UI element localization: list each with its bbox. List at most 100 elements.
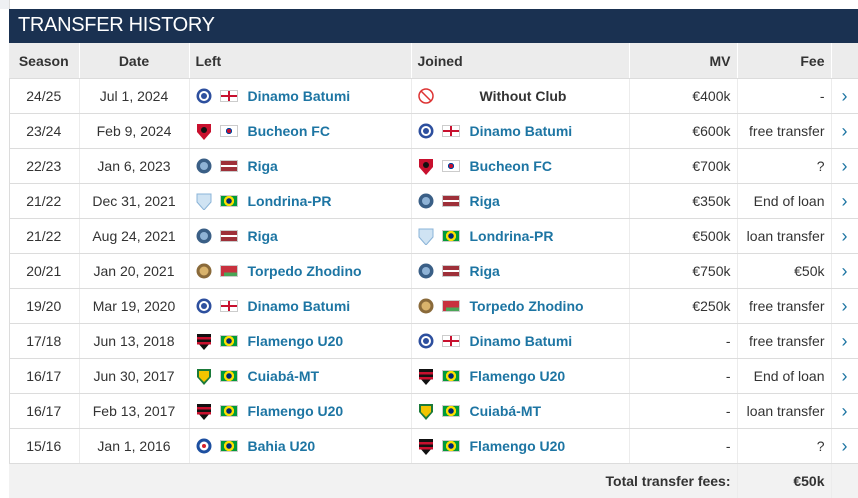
table-row[interactable]: 21/22 Aug 24, 2021 Riga Londrina-PR €500k loa…	[9, 218, 858, 254]
left-club-name[interactable]: Londrina-PR	[247, 193, 332, 209]
table-row[interactable]: 19/20 Mar 19, 2020 Dinamo Batumi Torpedo Zh…	[9, 288, 858, 324]
season-cell: 17/18	[9, 323, 80, 359]
joined-club: Cuiabá-MT	[418, 402, 623, 420]
left-club-name[interactable]: Cuiabá-MT	[247, 368, 320, 384]
joined-club-name[interactable]: Londrina-PR	[469, 228, 554, 244]
col-actions	[831, 43, 858, 79]
flamengo-crest-icon[interactable]	[418, 367, 434, 385]
table-row[interactable]: 17/18 Jun 13, 2018 Flamengo U20 Dinamo Batu…	[9, 323, 858, 359]
joined-club: Bucheon FC	[418, 157, 623, 175]
fee-cell: free transfer	[737, 113, 832, 149]
table-row[interactable]: 24/25 Jul 1, 2024 Dinamo Batumi Without Clu…	[9, 78, 858, 114]
left-club: Bahia U20	[196, 437, 405, 455]
londrina-crest-icon[interactable]	[196, 192, 212, 211]
chevron-right-icon[interactable]: ›	[831, 323, 858, 359]
left-club-name[interactable]: Bucheon FC	[247, 123, 330, 139]
left-club-cell: Riga	[189, 218, 412, 254]
joined-club-name[interactable]: Riga	[469, 193, 500, 209]
joined-club-name[interactable]: Cuiabá-MT	[469, 403, 542, 419]
season-cell: 16/17	[9, 393, 80, 429]
chevron-right-icon[interactable]: ›	[831, 218, 858, 254]
chevron-right-icon[interactable]: ›	[831, 148, 858, 184]
joined-club-name[interactable]: Riga	[469, 263, 500, 279]
chevron-right-icon[interactable]: ›	[831, 393, 858, 429]
brazil-flag-icon	[219, 370, 238, 382]
date-cell: Dec 31, 2021	[79, 183, 190, 219]
table-row[interactable]: 16/17 Feb 13, 2017 Flamengo U20 Cuiabá-MT - l…	[9, 393, 858, 429]
joined-club-cell: Dinamo Batumi	[411, 323, 630, 359]
flamengo-crest-icon[interactable]	[196, 332, 212, 350]
left-club: Londrina-PR	[196, 192, 405, 211]
left-club-name[interactable]: Dinamo Batumi	[247, 298, 351, 314]
latvia-flag-icon	[219, 230, 238, 242]
cuiaba-crest-icon[interactable]	[196, 367, 212, 385]
left-club-name[interactable]: Flamengo U20	[247, 403, 344, 419]
dinamo-crest-icon[interactable]	[196, 87, 212, 105]
left-club-cell: Cuiabá-MT	[189, 358, 412, 394]
left-club-name[interactable]: Riga	[247, 228, 278, 244]
dinamo-crest-icon[interactable]	[418, 332, 434, 350]
left-club-name[interactable]: Riga	[247, 158, 278, 174]
bahia-crest-icon[interactable]	[196, 437, 212, 455]
col-joined[interactable]: Joined	[411, 43, 630, 79]
col-date[interactable]: Date	[79, 43, 190, 79]
brazil-flag-icon	[441, 230, 460, 242]
torpedo-crest-icon[interactable]	[418, 297, 434, 315]
riga-crest-icon[interactable]	[196, 227, 212, 245]
chevron-right-icon[interactable]: ›	[831, 358, 858, 394]
left-club-name[interactable]: Bahia U20	[247, 438, 316, 454]
chevron-right-icon[interactable]: ›	[831, 183, 858, 219]
londrina-crest-icon[interactable]	[418, 227, 434, 246]
latvia-flag-icon	[219, 160, 238, 172]
market-value-cell: -	[629, 428, 738, 464]
joined-club-name[interactable]: Bucheon FC	[469, 158, 552, 174]
joined-club-name[interactable]: Dinamo Batumi	[469, 123, 573, 139]
chevron-right-icon[interactable]: ›	[831, 253, 858, 289]
bucheon-crest-icon[interactable]	[418, 157, 434, 175]
riga-crest-icon[interactable]	[196, 157, 212, 175]
date-cell: Aug 24, 2021	[79, 218, 190, 254]
flamengo-crest-icon[interactable]	[196, 402, 212, 420]
table-row[interactable]: 22/23 Jan 6, 2023 Riga Bucheon FC €700k? ›	[9, 148, 858, 184]
flamengo-crest-icon[interactable]	[418, 437, 434, 455]
dinamo-crest-icon[interactable]	[196, 297, 212, 315]
joined-club-name[interactable]: Flamengo U20	[469, 438, 566, 454]
torpedo-crest-icon[interactable]	[196, 262, 212, 280]
joined-club: Riga	[418, 192, 623, 210]
left-club-name[interactable]: Torpedo Zhodino	[247, 263, 362, 279]
chevron-right-icon[interactable]: ›	[831, 113, 858, 149]
left-club-cell: Torpedo Zhodino	[189, 253, 412, 289]
joined-club-name[interactable]: Torpedo Zhodino	[469, 298, 584, 314]
chevron-right-icon[interactable]: ›	[831, 288, 858, 324]
joined-club: Flamengo U20	[418, 367, 623, 385]
left-club-name[interactable]: Dinamo Batumi	[247, 88, 351, 104]
table-row[interactable]: 23/24 Feb 9, 2024 Bucheon FC Dinamo Batumi €…	[9, 113, 858, 149]
riga-crest-icon[interactable]	[418, 262, 434, 280]
season-cell: 16/17	[9, 358, 80, 394]
latvia-flag-icon	[441, 265, 460, 277]
col-mv[interactable]: MV	[629, 43, 738, 79]
col-fee[interactable]: Fee	[737, 43, 832, 79]
left-club-name[interactable]: Flamengo U20	[247, 333, 344, 349]
dinamo-crest-icon[interactable]	[418, 122, 434, 140]
table-row[interactable]: 16/17 Jun 30, 2017 Cuiabá-MT Flamengo U20 - E…	[9, 358, 858, 394]
market-value-cell: €250k	[629, 288, 738, 324]
riga-crest-icon[interactable]	[418, 192, 434, 210]
table-row[interactable]: 20/21 Jan 20, 2021 Torpedo Zhodino Riga €750…	[9, 253, 858, 289]
chevron-right-icon[interactable]: ›	[831, 428, 858, 464]
cuiaba-crest-icon[interactable]	[418, 402, 434, 420]
col-season[interactable]: Season	[9, 43, 80, 79]
table-row[interactable]: 15/16 Jan 1, 2016 Bahia U20 Flamengo U20 -? ›	[9, 428, 858, 464]
col-left[interactable]: Left	[189, 43, 412, 79]
joined-club-name[interactable]: Flamengo U20	[469, 368, 566, 384]
chevron-right-icon[interactable]: ›	[831, 78, 858, 114]
fee-cell: free transfer	[737, 323, 832, 359]
table-row[interactable]: 21/22 Dec 31, 2021 Londrina-PR Riga €350k End…	[9, 183, 858, 219]
joined-club-cell: Cuiabá-MT	[411, 393, 630, 429]
latvia-flag-icon	[441, 195, 460, 207]
bucheon-crest-icon[interactable]	[196, 122, 212, 140]
season-cell: 19/20	[9, 288, 80, 324]
joined-club-name: Without Club	[479, 88, 567, 104]
joined-club-name[interactable]: Dinamo Batumi	[469, 333, 573, 349]
noclub-crest-icon[interactable]	[417, 87, 434, 105]
